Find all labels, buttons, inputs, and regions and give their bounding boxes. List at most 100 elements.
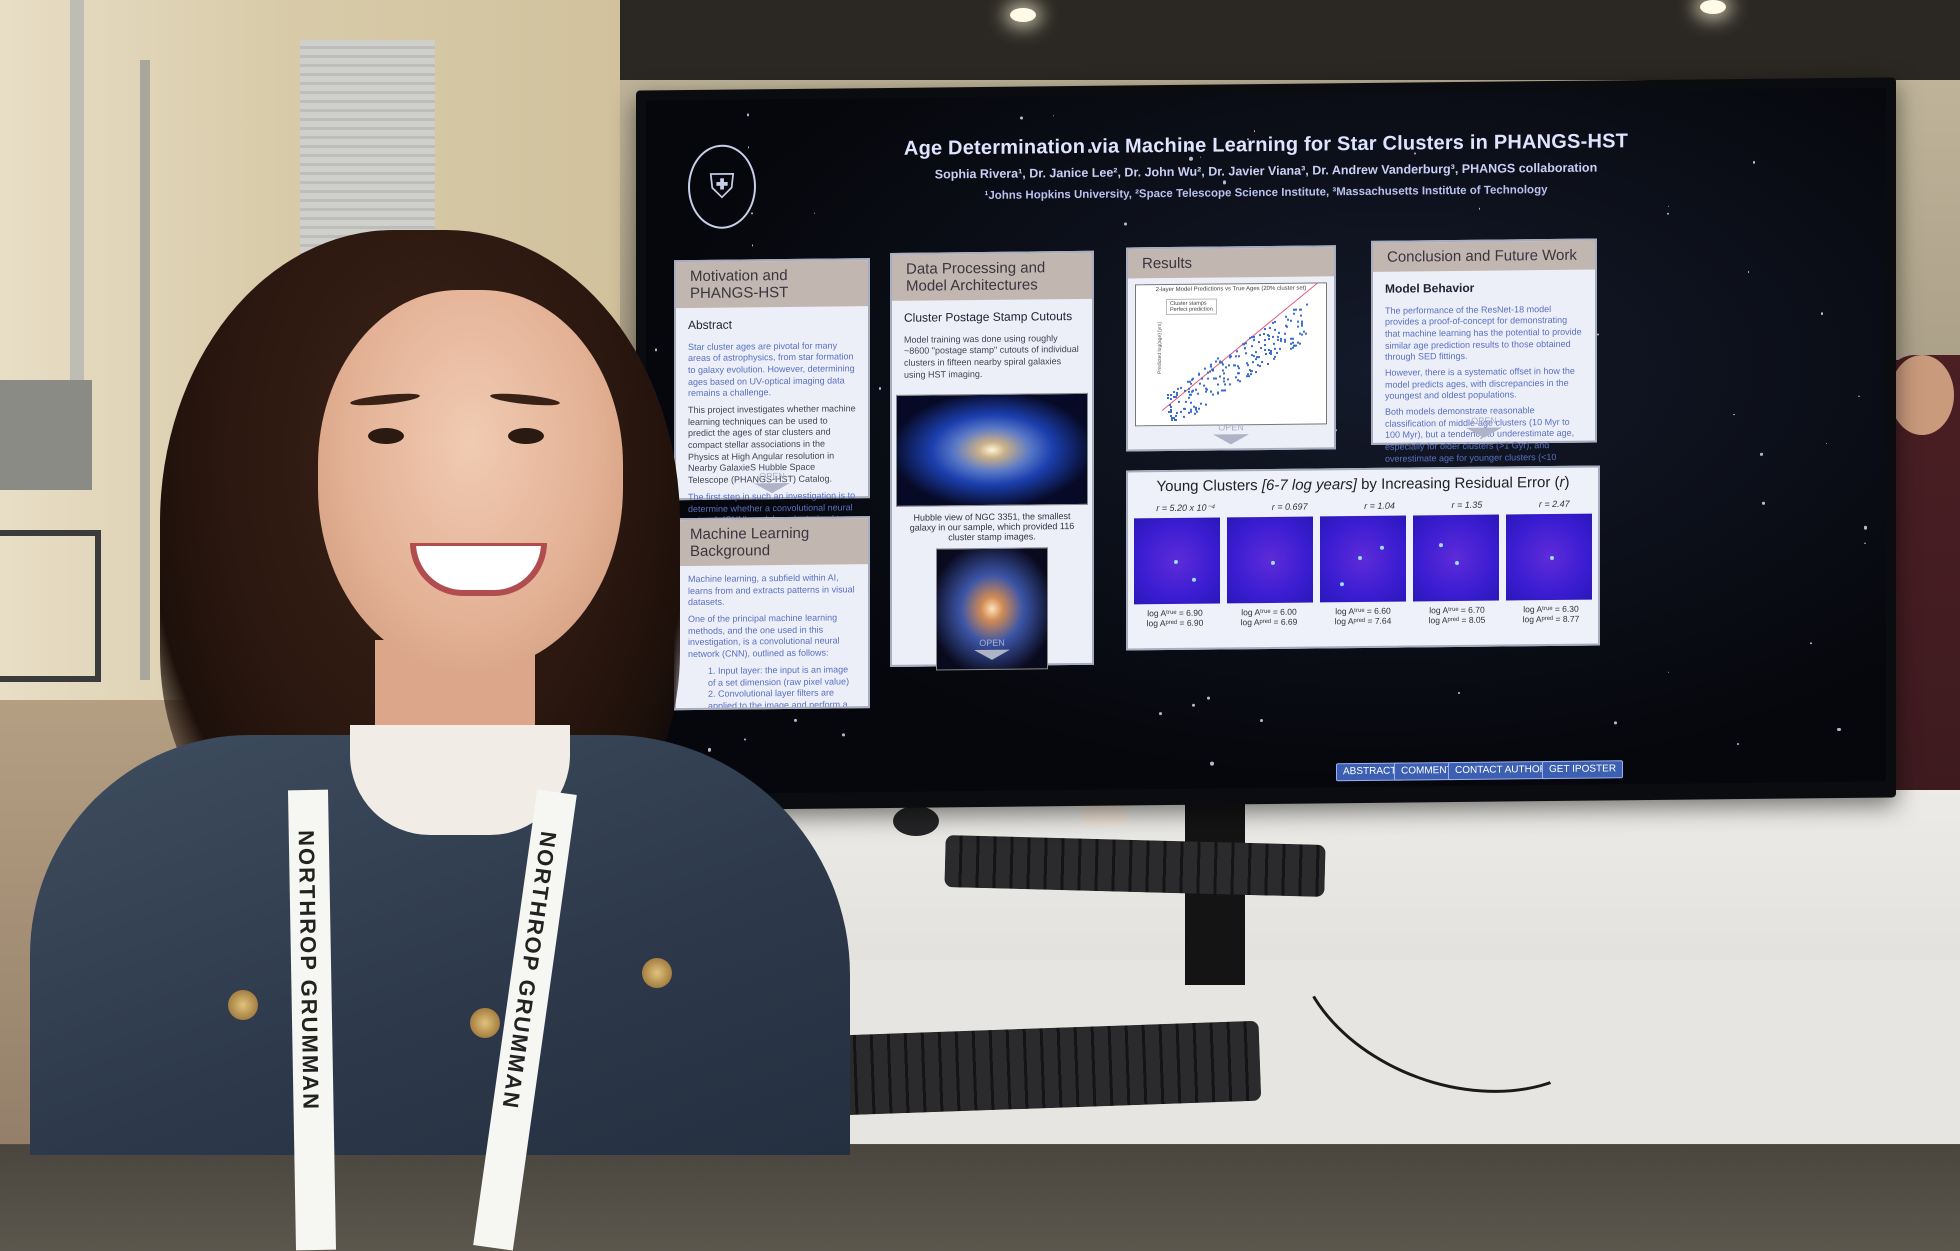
scatter-point [1200, 378, 1203, 381]
section-header: Motivation and PHANGS-HST [676, 260, 868, 309]
scatter-point [1170, 394, 1173, 397]
scatter-point [1208, 370, 1211, 373]
section-data-processing: Data Processing and Model Architectures … [890, 250, 1094, 671]
scatter-point [1228, 383, 1231, 386]
paragraph: The performance of the ResNet-18 model p… [1385, 303, 1582, 363]
scatter-point [1177, 387, 1180, 390]
age-pair: log Aᵗʳᵘᵉ = 6.90 log Aᵖʳᵉᵈ = 6.90 [1147, 608, 1204, 629]
eposter-screen: ⛨ Age Determination via Machine Learning… [646, 87, 1886, 795]
open-button[interactable]: OPEN [1128, 421, 1334, 445]
open-button[interactable]: OPEN [892, 637, 1092, 661]
contact-author-button[interactable]: CONTACT AUTHOR [1448, 760, 1554, 781]
star [1667, 212, 1670, 215]
scatter-point [1291, 338, 1294, 341]
star [793, 719, 797, 723]
scatter-point [1289, 319, 1292, 322]
scatter-point [1290, 342, 1293, 345]
cluster-stamp-image [1506, 513, 1592, 601]
scatter-point [1251, 361, 1254, 364]
scatter-point [1284, 315, 1287, 318]
paragraph: Star cluster ages are pivotal for many a… [688, 340, 855, 399]
scatter-point [1258, 356, 1261, 359]
scatter-point [1263, 333, 1266, 336]
scatter-point [1205, 391, 1207, 394]
star [707, 747, 712, 752]
scatter-point [1166, 396, 1169, 399]
scatter-point [1204, 367, 1207, 370]
scatter-point [1209, 365, 1212, 368]
residual-label: r = 5.20 x 10⁻⁴ [1156, 502, 1216, 514]
scatter-point [1246, 364, 1249, 367]
pred-age: log Aᵖʳᵉᵈ = 6.69 [1240, 616, 1298, 628]
star [814, 212, 816, 214]
scatter-point [1237, 367, 1240, 370]
starfield-background [646, 88, 1886, 766]
open-button[interactable]: OPEN [676, 470, 868, 494]
star [1748, 271, 1750, 273]
lanyard-left: NORTHROP GRUMMAN [287, 789, 337, 1251]
keyboard[interactable] [838, 1020, 1262, 1116]
scatter-point [1291, 346, 1294, 349]
scatter-point [1261, 360, 1264, 363]
jacket-button [642, 958, 672, 988]
scatter-point [1202, 384, 1205, 387]
computer-mouse[interactable] [893, 806, 939, 836]
scatter-point [1236, 379, 1239, 382]
scatter-point [1284, 324, 1287, 327]
star [1667, 206, 1669, 208]
scatter-point [1237, 355, 1240, 358]
poster-affiliations: ¹Johns Hopkins University, ²Space Telesc… [984, 184, 1548, 202]
scatter-point [1255, 351, 1258, 354]
cluster-stamp-image [1134, 517, 1220, 605]
scatter-point [1189, 382, 1192, 385]
wall-pipe [70, 0, 84, 380]
eye [368, 428, 404, 444]
section-header: Data Processing and Model Architectures [892, 252, 1092, 301]
scatter-point [1225, 366, 1228, 369]
scatter-point [1272, 342, 1275, 345]
ceiling-light [1700, 0, 1726, 14]
scatter-point [1193, 412, 1196, 415]
background-person [1885, 355, 1960, 835]
pred-age: log Aᵖʳᵉᵈ = 8.05 [1428, 614, 1486, 626]
ceiling-light [1010, 8, 1036, 22]
residual-label: r = 1.35 [1451, 499, 1483, 511]
scatter-point [1264, 344, 1267, 347]
section-header: Machine Learning Background [676, 518, 868, 567]
scatter-point [1189, 409, 1192, 412]
scatter-point [1268, 338, 1271, 341]
plot-legend: Cluster stamps Perfect prediction [1166, 298, 1217, 316]
scatter-point [1255, 370, 1258, 373]
get-iposter-button[interactable]: GET IPOSTER [1542, 760, 1624, 780]
age-pair: log Aᵗʳᵘᵉ = 6.70 log Aᵖʳᵉᵈ = 8.05 [1429, 605, 1486, 626]
cluster-stamp-image [1413, 514, 1499, 602]
open-button[interactable]: OPEN [1373, 415, 1595, 439]
star [1222, 180, 1227, 185]
scatter-point [1175, 392, 1178, 395]
scatter-point [1175, 414, 1178, 417]
electrical-box [0, 380, 92, 490]
scatter-point [1206, 377, 1209, 381]
residual-label: r = 0.697 [1271, 501, 1308, 512]
star [1733, 413, 1736, 416]
section-header: Results [1128, 247, 1334, 279]
cluster-stamps [1128, 510, 1598, 609]
scatter-point [1250, 373, 1253, 376]
poster-monitor: ⛨ Age Determination via Machine Learning… [636, 77, 1896, 811]
scatter-point [1284, 332, 1287, 335]
keyboard[interactable] [944, 835, 1326, 897]
scatter-point [1246, 373, 1249, 376]
scatter-point [1200, 402, 1203, 405]
scatter-point [1216, 357, 1219, 360]
section-conclusion: Conclusion and Future Work Model Behavio… [1371, 238, 1597, 464]
star [1207, 696, 1210, 700]
true-age: log Aᵗʳᵘᵉ = 6.30 [1523, 603, 1579, 615]
scatter-point [1245, 342, 1248, 345]
age-pair: log Aᵗʳᵘᵉ = 6.30 log Aᵖʳᵉᵈ = 8.77 [1523, 604, 1580, 625]
star [1253, 130, 1256, 132]
star [1259, 719, 1263, 723]
cluster-stamp-image [1227, 516, 1313, 604]
scatter-point [1169, 411, 1172, 414]
scatter-point [1223, 379, 1226, 382]
scatter-point [1289, 337, 1292, 340]
